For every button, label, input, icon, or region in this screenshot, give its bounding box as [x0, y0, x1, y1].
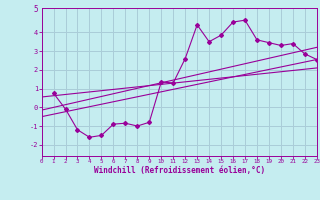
- X-axis label: Windchill (Refroidissement éolien,°C): Windchill (Refroidissement éolien,°C): [94, 166, 265, 175]
- Text: 5: 5: [33, 5, 38, 14]
